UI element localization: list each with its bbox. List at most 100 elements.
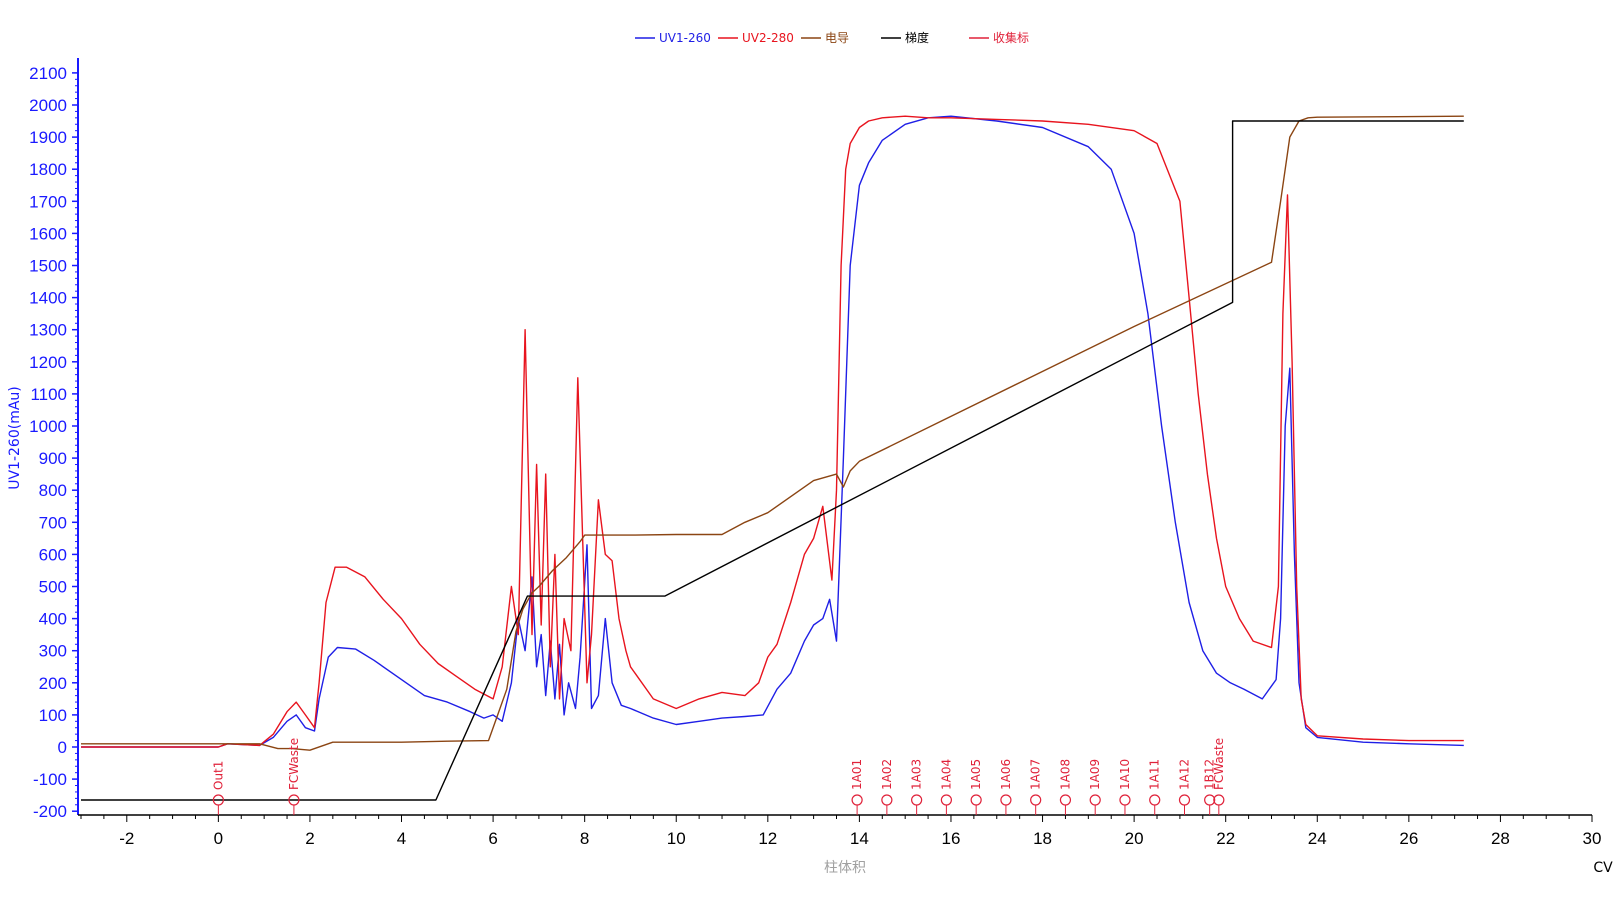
y-tick-label: 1800 <box>29 160 67 179</box>
fraction-label: 1B12 <box>1203 759 1217 790</box>
legend-item: 梯度 <box>881 30 929 45</box>
y-tick-label: 1400 <box>29 289 67 308</box>
fraction-label: 1A08 <box>1058 759 1072 790</box>
fraction-circle <box>1119 794 1131 806</box>
y-axis-title: UV1-260(mAu) <box>7 386 23 490</box>
fraction-circle <box>940 794 952 806</box>
y-tick-label: 800 <box>39 481 67 500</box>
legend-item: 收集标 <box>969 30 1029 45</box>
x-tick-label: 18 <box>1033 829 1052 848</box>
y-tick-label: 200 <box>39 674 67 693</box>
fraction-circle <box>288 794 300 806</box>
legend-label: UV2-280 <box>742 31 794 45</box>
fraction-marker: 1A09 <box>1088 759 1102 815</box>
x-tick-label: 0 <box>214 829 223 848</box>
fraction-marker: 1A12 <box>1177 759 1191 815</box>
fraction-marker: 1A06 <box>999 759 1013 815</box>
fraction-circle <box>1000 794 1012 806</box>
legend-label: 梯度 <box>905 30 929 45</box>
fraction-label: FCWaste <box>1212 738 1226 790</box>
y-tick-label: 500 <box>39 578 67 597</box>
y-tick-label: -100 <box>33 770 67 789</box>
y-tick-label: 900 <box>39 449 67 468</box>
fraction-circle <box>1149 794 1161 806</box>
y-tick-label: 1500 <box>29 257 67 276</box>
x-tick-label: 6 <box>488 829 497 848</box>
y-tick-label: 1900 <box>29 128 67 147</box>
fraction-label: 1A09 <box>1088 759 1102 790</box>
fraction-marker: FCWaste <box>1212 738 1226 815</box>
x-tick-label: 2 <box>305 829 314 848</box>
fraction-circle <box>1059 794 1072 806</box>
x-tick-label: 28 <box>1491 829 1510 848</box>
fraction-label: FCWaste <box>287 738 301 790</box>
x-tick-label: 10 <box>667 829 686 848</box>
y-tick-label: 600 <box>39 545 67 564</box>
plot-area <box>81 115 1464 801</box>
y-tick-label: 100 <box>39 706 67 725</box>
legend-item: 电导 <box>801 31 849 45</box>
fraction-circle <box>970 794 982 806</box>
fraction-circle <box>1030 794 1042 806</box>
x-tick-label: 4 <box>397 829 406 848</box>
legend-item: UV1-260 <box>635 31 711 45</box>
y-tick-label: 1000 <box>29 417 67 436</box>
fraction-marker: 1A08 <box>1058 759 1072 815</box>
fraction-marker: 1A11 <box>1148 759 1162 815</box>
fraction-label: 1A02 <box>880 759 894 790</box>
fraction-circle <box>212 794 224 806</box>
fraction-marker: 1A10 <box>1118 759 1132 815</box>
x-axis-title: 柱体积 <box>824 860 866 876</box>
y-tick-label: -200 <box>33 802 67 821</box>
fraction-circle <box>851 794 863 806</box>
fraction-marker: 1A03 <box>910 759 924 815</box>
x-tick-label: 30 <box>1583 829 1602 848</box>
fraction-circle <box>1089 794 1101 806</box>
y-tick-label: 2100 <box>29 64 67 83</box>
series-line-梯度 <box>81 120 1464 801</box>
y-tick-label: 1600 <box>29 224 67 243</box>
fraction-label: 1A12 <box>1177 759 1191 790</box>
fraction-label: 1A07 <box>1029 759 1043 790</box>
fraction-circle <box>881 794 893 806</box>
fraction-marker: Out1 <box>211 761 225 815</box>
fraction-marker: 1A05 <box>969 759 983 815</box>
x-tick-label: 26 <box>1399 829 1418 848</box>
fraction-label: 1A05 <box>969 759 983 790</box>
series-line-UV2-280 <box>81 115 1464 748</box>
x-tick-label: 14 <box>850 829 869 848</box>
x-axis: -2 0 2 4 6 8 10 12 14 16 18 20 22 24 26 28 30 <box>78 814 1602 848</box>
x-tick-label: 12 <box>758 829 777 848</box>
x-tick-label: 8 <box>580 829 589 848</box>
fraction-circle <box>911 794 923 806</box>
y-tick-label: 1700 <box>29 192 67 211</box>
x-tick-label: -2 <box>119 829 134 848</box>
y-tick-label: 2000 <box>29 96 67 115</box>
chart-legend: UV1-260 UV2-280 电导 梯度 收集标 <box>635 30 1029 45</box>
fraction-circle <box>1178 794 1191 806</box>
fraction-marker: 1A02 <box>880 759 894 815</box>
y-tick-label: 300 <box>39 642 67 661</box>
legend-label: 收集标 <box>993 30 1029 45</box>
fraction-label: 1A06 <box>999 759 1013 790</box>
y-tick-label: 400 <box>39 610 67 629</box>
fraction-label: 1A04 <box>939 759 953 790</box>
x-tick-label: 16 <box>942 829 961 848</box>
legend-label: UV1-260 <box>659 31 711 45</box>
fraction-label: Out1 <box>211 761 225 790</box>
series-line-UV1-260 <box>81 115 1464 748</box>
fraction-marker: 1A01 <box>850 759 864 815</box>
x-tick-label: 20 <box>1125 829 1144 848</box>
y-tick-label: 1200 <box>29 353 67 372</box>
fraction-circle <box>1204 794 1216 806</box>
y-tick-label: 0 <box>58 738 67 757</box>
legend-item: UV2-280 <box>718 31 794 45</box>
x-tick-label: 24 <box>1308 829 1327 848</box>
fraction-label: 1A01 <box>850 759 864 790</box>
fraction-circle <box>1213 794 1225 806</box>
fraction-label: 1A11 <box>1148 759 1162 790</box>
fraction-marker: FCWaste <box>287 738 301 815</box>
y-tick-label: 700 <box>39 513 67 532</box>
y-axis: -200 -100 0 100 200 300 400 500 600 700 800 900 1000… <box>29 58 79 821</box>
